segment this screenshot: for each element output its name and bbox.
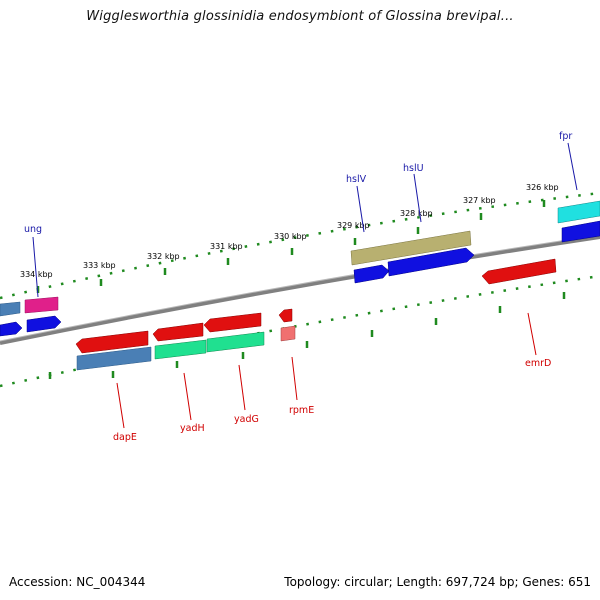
scale-line-bottom: [0, 274, 600, 388]
scale-labels: 334 kbp 333 kbp 332 kbp 331 kbp 330 kbp …: [20, 183, 559, 279]
gene-feature-rpmE[interactable]: [278, 308, 293, 323]
scale-label: 328 kbp: [400, 209, 433, 218]
gene-feature[interactable]: [280, 325, 296, 342]
features-reverse[interactable]: [75, 258, 557, 371]
gene-labels-bottom: dapE yadH yadG rpmE emrD: [113, 358, 551, 443]
scale-label: 331 kbp: [210, 242, 243, 251]
gene-label-ung[interactable]: ung: [24, 224, 42, 235]
gene-feature[interactable]: [0, 301, 21, 317]
gene-feature-fpr[interactable]: [557, 200, 600, 224]
gene-feature-dapE[interactable]: [75, 330, 149, 354]
gene-feature[interactable]: [561, 220, 600, 243]
gene-feature-yadG[interactable]: [203, 312, 262, 333]
gene-feature-hslU[interactable]: [387, 247, 475, 277]
gene-label-hslV[interactable]: hslV: [346, 174, 367, 185]
gene-feature-yadH[interactable]: [152, 322, 204, 342]
scale-label: 332 kbp: [147, 252, 180, 261]
gene-feature-hslV-bar[interactable]: [353, 264, 390, 284]
gene-label-yadH[interactable]: yadH: [180, 423, 205, 434]
map-title: Wigglesworthia glossinidia endosymbiont …: [86, 9, 514, 24]
label-lines-bottom: [116, 312, 537, 429]
gene-feature-emrD[interactable]: [481, 258, 557, 285]
gene-feature-ung[interactable]: [24, 296, 59, 314]
scale-label: 333 kbp: [83, 261, 116, 270]
gene-label-fpr[interactable]: fpr: [559, 131, 572, 142]
gene-labels-top: ung hslV hslU fpr: [24, 131, 572, 235]
features-forward[interactable]: [0, 200, 600, 337]
gene-feature[interactable]: [76, 346, 152, 371]
gene-feature[interactable]: [0, 321, 23, 337]
gene-feature[interactable]: [206, 331, 265, 353]
topology-summary: Topology: circular; Length: 697,724 bp; …: [284, 575, 591, 589]
gene-label-yadG[interactable]: yadG: [234, 414, 259, 425]
gene-feature[interactable]: [26, 315, 62, 333]
gene-label-hslU[interactable]: hslU: [403, 163, 424, 174]
scale-label: 326 kbp: [526, 183, 559, 192]
scale-line-top: [0, 191, 600, 300]
scale-ticks-bottom: [48, 292, 566, 379]
scale-label: 327 kbp: [463, 196, 496, 205]
gene-feature-hslV[interactable]: [350, 230, 472, 266]
scale-label: 329 kbp: [337, 221, 370, 230]
genome-backbone: [0, 235, 600, 345]
gene-label-dapE[interactable]: dapE: [113, 432, 137, 443]
accession-text: Accession: NC_004344: [9, 575, 146, 589]
gene-feature[interactable]: [154, 339, 207, 360]
scale-label: 330 kbp: [274, 232, 307, 241]
scale-ticks-top: [36, 200, 546, 293]
gene-label-emrD[interactable]: emrD: [525, 358, 551, 369]
label-lines-top: [32, 142, 578, 298]
gene-label-rpmE[interactable]: rpmE: [289, 405, 314, 416]
